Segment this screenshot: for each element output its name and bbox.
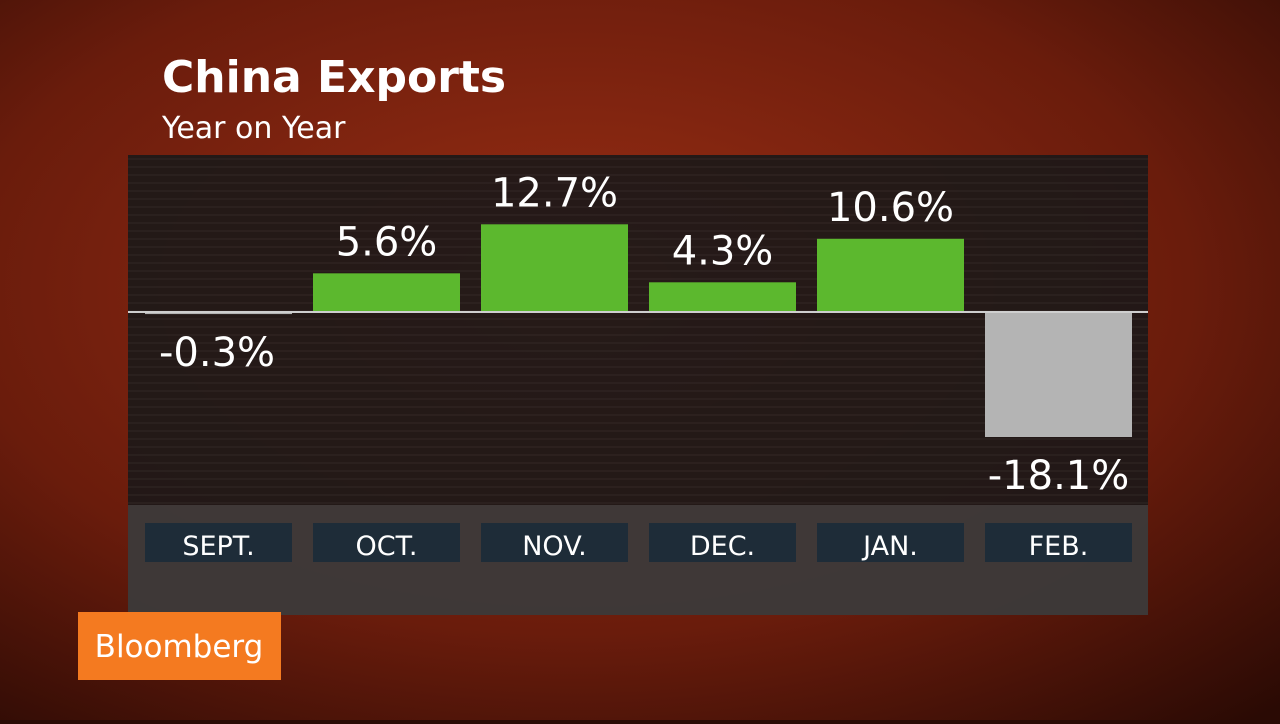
value-label: 12.7% (491, 170, 618, 216)
category-box (817, 523, 964, 562)
bar (481, 224, 628, 312)
x-tick-label: OCT. (356, 531, 418, 562)
category-box (649, 523, 796, 562)
brand-logo: Bloomberg (95, 629, 264, 665)
x-tick-label: FEB. (1029, 531, 1089, 562)
category-box (313, 523, 460, 562)
plot-panel (128, 155, 1148, 505)
value-label: 10.6% (827, 185, 954, 231)
category-box (481, 523, 628, 562)
category-box (145, 523, 292, 562)
bar (313, 273, 460, 312)
value-label: 5.6% (336, 219, 438, 265)
category-panel (128, 505, 1148, 615)
x-tick-label: SEPT. (182, 531, 254, 562)
bar (817, 238, 964, 312)
chart-title: China Exports (162, 52, 506, 103)
x-tick-label: DEC. (690, 531, 755, 562)
bar (649, 282, 796, 312)
x-tick-label: JAN. (861, 531, 918, 562)
value-label: -18.1% (988, 453, 1130, 499)
value-label: 4.3% (672, 228, 774, 274)
bar (145, 312, 292, 315)
chart-subtitle: Year on Year (161, 111, 346, 146)
bar (985, 312, 1132, 437)
value-label: -0.3% (159, 330, 275, 376)
x-tick-label: NOV. (522, 531, 587, 562)
category-box (985, 523, 1132, 562)
brand-box (78, 612, 281, 680)
